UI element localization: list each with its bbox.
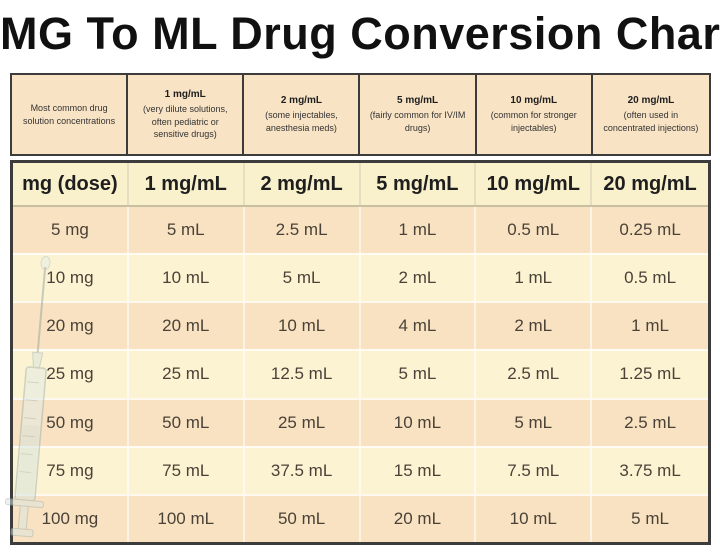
info-cell-5mgml: 5 mg/mL (fairly common for IV/IM drugs)	[360, 75, 477, 154]
info-cell-10mgml: 10 mg/mL (common for stronger injectable…	[477, 75, 593, 154]
table-cell: 5 mL	[361, 351, 477, 398]
page-title: MG To ML Drug Conversion Chart	[0, 8, 720, 59]
table-cell: 20 mL	[361, 495, 477, 542]
table-row: 5 mg 5 mL 2.5 mL 1 mL 0.5 mL 0.25 mL	[13, 207, 708, 254]
row-label: 100 mg	[13, 495, 129, 542]
row-label: 5 mg	[13, 207, 129, 254]
table-cell: 50 mL	[129, 399, 245, 446]
info-note: (very dilute solutions, often pediatric …	[142, 104, 228, 140]
table-cell: 1.25 mL	[619, 364, 681, 384]
row-label: 10 mg	[13, 255, 129, 302]
table-cell: 0.25 mL	[619, 220, 681, 240]
info-heading: 5 mg/mL	[397, 95, 439, 107]
row-label: 20 mg	[13, 303, 129, 350]
info-heading: 2 mg/mL	[280, 95, 322, 107]
info-cell-2mgml: 2 mg/mL (some injectables, anesthesia me…	[244, 75, 361, 154]
column-header-dose: mg (dose)	[13, 163, 129, 205]
table-cell: 2.5 mL	[245, 207, 361, 254]
table-cell: 5 mL	[245, 255, 361, 302]
column-header-10mgml: 10 mg/mL	[476, 163, 593, 205]
row-label: 75 mg	[13, 447, 129, 494]
info-cell-1mgml: 1 mg/mL (very dilute solutions, often pe…	[128, 75, 245, 154]
table-cell: 1 mL	[631, 316, 669, 336]
table-row: 25 mg 25 mL 12.5 mL 5 mL 2.5 mL 1.25 mL	[13, 349, 708, 398]
table-cell: 10 mL	[129, 255, 245, 302]
info-note: (fairly common for IV/IM drugs)	[369, 110, 466, 133]
info-heading: 10 mg/mL	[510, 95, 558, 107]
table-cell: 2.5 mL	[624, 412, 677, 432]
row-label: 25 mg	[13, 351, 129, 398]
table-cell: 25 mL	[245, 399, 361, 446]
table-cell: 1 mL	[476, 255, 593, 302]
table-cell: 100 mL	[129, 495, 245, 542]
table-row: 10 mg 10 mL 5 mL 2 mL 1 mL 0.5 mL	[13, 253, 708, 302]
info-note: (common for stronger injectables)	[490, 110, 577, 133]
info-header-row: Most common drug solution concentrations…	[10, 73, 711, 156]
table-cell: 50 mL	[245, 495, 361, 542]
table-row: 50 mg 50 mL 25 mL 10 mL 5 mL 2.5 mL	[13, 397, 708, 446]
table-cell: 37.5 mL	[245, 447, 361, 494]
info-note: Most common drug solution concentrations	[23, 102, 116, 126]
info-cell-concentrations: Most common drug solution concentrations	[12, 75, 129, 154]
table-cell: 0.5 mL	[624, 268, 677, 288]
table-row: 100 mg 100 mL 50 mL 20 mL 10 mL 5 mL	[13, 493, 708, 542]
info-note: (often used in concentrated injections)	[603, 110, 699, 133]
table-cell: 5 mL	[129, 207, 245, 254]
table-cell: 20 mL	[129, 303, 245, 350]
table-cell: 5 mL	[631, 508, 669, 528]
table-cell: 7.5 mL	[476, 447, 593, 494]
column-header-20mgml: 20 mg/mL	[603, 172, 697, 195]
row-label: 50 mg	[13, 399, 129, 446]
info-heading: 20 mg/mL	[627, 95, 675, 107]
table-cell: 25 mL	[129, 351, 245, 398]
table-cell: 4 mL	[361, 303, 477, 350]
table-cell: 10 mL	[245, 303, 361, 350]
table-cell: 5 mL	[476, 399, 593, 446]
info-heading: 1 mg/mL	[164, 89, 206, 101]
table-cell: 10 mL	[361, 399, 477, 446]
table-cell: 1 mL	[361, 207, 477, 254]
column-header-5mgml: 5 mg/mL	[361, 163, 477, 205]
table-cell: 10 mL	[476, 495, 593, 542]
table-cell: 2 mL	[476, 303, 593, 350]
table-cell: 0.5 mL	[476, 207, 593, 254]
table-cell: 2 mL	[361, 255, 477, 302]
column-header-1mgml: 1 mg/mL	[129, 163, 245, 205]
table-cell: 3.75 mL	[619, 460, 681, 480]
table-row: 20 mg 20 mL 10 mL 4 mL 2 mL 1 mL	[13, 301, 708, 350]
column-header-2mgml: 2 mg/mL	[245, 163, 361, 205]
conversion-table: mg (dose) 1 mg/mL 2 mg/mL 5 mg/mL 10 mg/…	[10, 160, 711, 545]
info-note: (some injectables, anesthesia meds)	[265, 110, 338, 133]
table-header-row: mg (dose) 1 mg/mL 2 mg/mL 5 mg/mL 10 mg/…	[13, 163, 708, 207]
table-cell: 15 mL	[361, 447, 477, 494]
table-cell: 75 mL	[129, 447, 245, 494]
table-cell: 2.5 mL	[476, 351, 593, 398]
table-row: 75 mg 75 mL 37.5 mL 15 mL 7.5 mL 3.75 mL	[13, 445, 708, 494]
table-cell: 12.5 mL	[245, 351, 361, 398]
info-cell-20mgml: 20 mg/mL (often used in concentrated inj…	[593, 75, 709, 154]
